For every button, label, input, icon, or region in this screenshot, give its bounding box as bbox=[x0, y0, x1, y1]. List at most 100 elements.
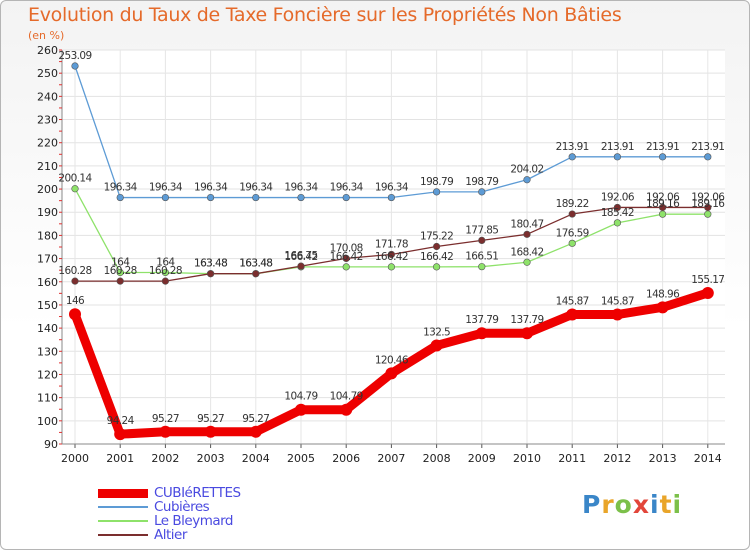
data-label: 166.42 bbox=[420, 251, 453, 263]
data-point bbox=[342, 254, 350, 263]
data-point bbox=[387, 263, 396, 271]
data-label: 198.79 bbox=[465, 176, 498, 188]
data-label: 189.16 bbox=[691, 198, 725, 210]
legend: CUBIéRETTES Cubières Le Bleymard Altier bbox=[98, 485, 298, 543]
data-point bbox=[71, 185, 79, 193]
y-tick-label: 220 bbox=[37, 137, 58, 150]
data-point bbox=[430, 339, 443, 352]
proxiti-logo: Proxiti bbox=[582, 490, 683, 519]
y-tick-label: 140 bbox=[37, 322, 58, 335]
x-tick-label: 2009 bbox=[468, 452, 496, 465]
data-point bbox=[387, 250, 396, 259]
data-label: 213.91 bbox=[556, 141, 589, 153]
legend-label: CUBIéRETTES bbox=[154, 485, 241, 501]
data-label: 166.42 bbox=[330, 251, 363, 263]
y-tick-label: 250 bbox=[37, 67, 58, 80]
data-label: 196.34 bbox=[149, 182, 183, 194]
data-label: 104.79 bbox=[284, 391, 317, 403]
data-point bbox=[161, 277, 169, 285]
data-point bbox=[433, 188, 441, 196]
legend-item: Cubières bbox=[98, 499, 298, 515]
data-point bbox=[342, 263, 350, 271]
data-point bbox=[478, 188, 486, 196]
data-label: 137.79 bbox=[465, 314, 498, 326]
data-point bbox=[433, 242, 441, 251]
data-label: 160.28 bbox=[58, 265, 91, 277]
data-label: 213.91 bbox=[691, 141, 724, 153]
data-label: 192.06 bbox=[691, 191, 725, 203]
legend-swatch bbox=[98, 534, 148, 536]
x-tick-label: 2012 bbox=[603, 452, 631, 465]
data-point bbox=[207, 193, 215, 202]
data-point bbox=[523, 258, 531, 266]
data-point bbox=[252, 270, 260, 278]
x-tick-label: 2011 bbox=[558, 452, 586, 465]
data-label: 196.34 bbox=[194, 182, 228, 194]
data-label: 146 bbox=[66, 295, 85, 307]
x-tick-label: 2014 bbox=[694, 452, 722, 465]
y-tick-label: 110 bbox=[37, 392, 58, 405]
data-label: 120.46 bbox=[375, 354, 409, 366]
data-label: 137.79 bbox=[510, 314, 543, 326]
data-label: 160.28 bbox=[149, 265, 182, 277]
data-label: 166.42 bbox=[375, 251, 408, 263]
data-label: 200.14 bbox=[58, 173, 92, 185]
data-point bbox=[433, 263, 441, 271]
legend-item: Altier bbox=[98, 527, 298, 543]
data-point bbox=[475, 327, 488, 340]
data-label: 166.51 bbox=[465, 251, 498, 263]
data-point bbox=[71, 62, 79, 70]
data-point bbox=[568, 153, 576, 161]
data-point bbox=[568, 239, 576, 247]
data-point bbox=[701, 286, 714, 299]
data-point bbox=[204, 425, 217, 438]
data-point bbox=[478, 236, 486, 244]
legend-label: Altier bbox=[154, 527, 187, 543]
data-label: 198.79 bbox=[420, 176, 453, 188]
data-point bbox=[704, 203, 712, 212]
y-tick-label: 120 bbox=[37, 368, 58, 381]
x-tick-label: 2007 bbox=[377, 452, 405, 465]
y-tick-label: 160 bbox=[37, 276, 58, 289]
y-tick-label: 90 bbox=[44, 438, 58, 451]
data-label: 95.27 bbox=[152, 413, 179, 425]
data-label: 160.28 bbox=[104, 265, 137, 277]
data-label: 253.09 bbox=[58, 50, 91, 62]
y-tick-label: 170 bbox=[37, 253, 58, 266]
data-point bbox=[71, 277, 79, 285]
data-label: 171.78 bbox=[375, 238, 408, 250]
data-point bbox=[521, 327, 533, 340]
line-chart: 90 100 110 120 130 140 150 160 170 180 190 200 210 22… bbox=[37, 44, 726, 465]
x-tick-label: 2000 bbox=[61, 452, 89, 465]
data-label: 196.34 bbox=[375, 182, 409, 194]
data-label: 189.22 bbox=[556, 198, 589, 210]
data-label: 164 bbox=[111, 256, 130, 268]
legend-swatch bbox=[98, 520, 148, 522]
data-label: 164 bbox=[156, 256, 175, 268]
data-point bbox=[704, 153, 712, 161]
data-point bbox=[295, 403, 307, 416]
data-point bbox=[116, 277, 124, 285]
data-point bbox=[249, 425, 262, 438]
data-label: 166.75 bbox=[284, 250, 317, 262]
data-label: 196.34 bbox=[330, 182, 364, 194]
y-tick-label: 200 bbox=[37, 183, 58, 196]
data-point bbox=[523, 230, 531, 238]
x-tick-label: 2001 bbox=[106, 452, 134, 465]
data-label: 104.79 bbox=[330, 391, 363, 403]
x-tick-label: 2008 bbox=[423, 452, 451, 465]
data-point bbox=[385, 367, 398, 380]
data-point bbox=[297, 193, 305, 202]
data-label: 95.27 bbox=[242, 413, 269, 425]
legend-swatch bbox=[98, 506, 148, 508]
legend-item: Le Bleymard bbox=[98, 513, 298, 529]
data-label: 177.85 bbox=[465, 224, 498, 236]
y-axis-unit: (en %) bbox=[28, 29, 65, 42]
data-label: 95.27 bbox=[197, 413, 224, 425]
data-point bbox=[613, 219, 622, 227]
chart-title: Evolution du Taux de Taxe Foncière sur l… bbox=[28, 4, 622, 26]
data-label: 145.87 bbox=[601, 296, 634, 308]
data-point bbox=[568, 210, 576, 218]
data-point bbox=[340, 403, 353, 416]
legend-swatch bbox=[98, 488, 148, 498]
